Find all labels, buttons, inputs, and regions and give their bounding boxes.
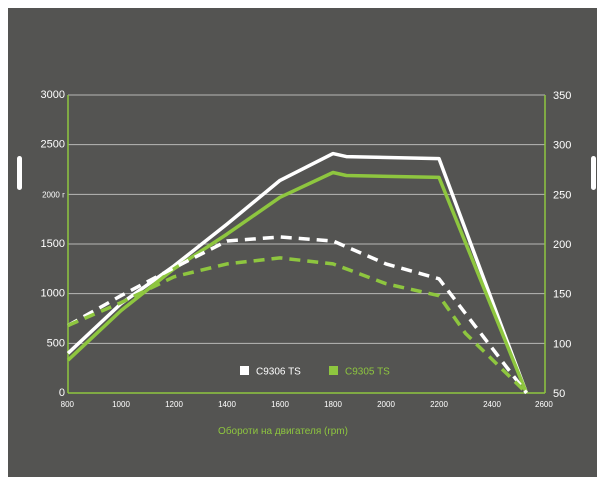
x-tick-label: 2400 [483, 400, 501, 409]
y-left-tick-label: 2000 г [42, 190, 65, 199]
x-tick-label: 1000 [112, 400, 130, 409]
legend-swatch [329, 366, 338, 375]
legend: C9306 TS C9305 TS [240, 366, 390, 378]
y-right-tick-label: 200 [553, 239, 571, 251]
y-right-tick-label: 100 [553, 338, 571, 350]
y-right-tick-label: 300 [553, 140, 571, 152]
series-lines [66, 151, 529, 395]
x-tick-label: 2200 [430, 400, 448, 409]
y-right-tick-label: 350 [553, 90, 571, 102]
left-y-tick-labels: 0 500 1000 1500 2000 г 2500 3000 [41, 89, 66, 399]
next-slide-handle-icon[interactable] [591, 156, 596, 190]
torque-curve-c9306-ts [66, 151, 529, 394]
y-right-tick-label: 150 [553, 289, 571, 301]
x-tick-label: 1200 [165, 400, 183, 409]
torque-curve-c9305-ts [66, 170, 529, 394]
y-left-tick-label: 2500 [41, 139, 65, 151]
x-axis-label: Обороти на двигателя (rpm) [218, 425, 348, 437]
x-tick-label: 2000 [377, 400, 395, 409]
power-curve-c9306-ts [67, 235, 528, 395]
grid-lines [68, 94, 545, 344]
chart-panel [8, 8, 597, 477]
y-right-tick-label: 250 [553, 189, 571, 201]
x-tick-label: 800 [61, 400, 75, 409]
x-tick-label: 1800 [324, 400, 342, 409]
y-left-tick-label: 3000 [41, 89, 65, 101]
legend-label: C9305 TS [345, 367, 390, 378]
right-y-tick-labels: 50 100 150 200 250 300 350 [553, 90, 571, 400]
prev-slide-handle-icon[interactable] [17, 156, 22, 190]
y-right-tick-label: 50 [553, 388, 565, 400]
x-tick-labels: 800 1000 1200 1400 1600 1800 2000 2200 2400 2600 [61, 400, 554, 409]
x-tick-label: 1600 [271, 400, 289, 409]
legend-label: C9306 TS [256, 367, 301, 378]
x-tick-label: 1400 [218, 400, 236, 409]
y-left-tick-label: 0 [59, 387, 65, 399]
x-tick-label: 2600 [535, 400, 553, 409]
y-left-tick-label: 1000 [41, 288, 65, 300]
legend-swatch [240, 366, 249, 375]
y-left-tick-label: 500 [47, 337, 65, 349]
y-left-tick-label: 1500 [41, 238, 65, 250]
